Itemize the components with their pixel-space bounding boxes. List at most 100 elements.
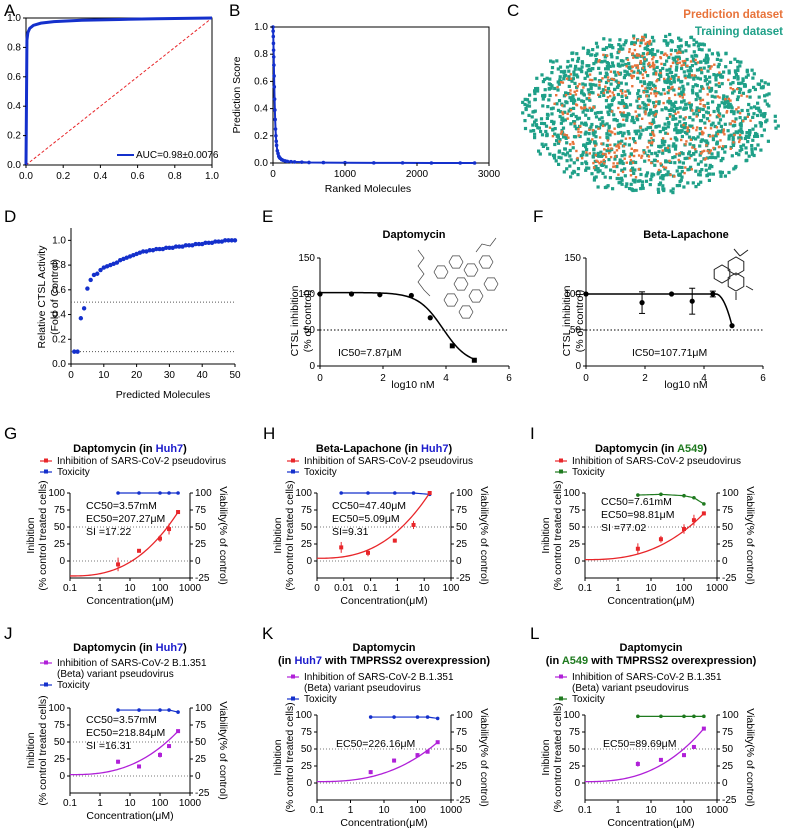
panel-c-prediction-point — [651, 58, 654, 61]
panel-c-prediction-point — [683, 59, 687, 63]
panel-c-training-point — [586, 74, 590, 78]
panel-c-training-point — [698, 119, 703, 123]
panel-c-prediction-point — [641, 117, 644, 120]
panel-c-training-point — [735, 97, 740, 102]
panel-c-training-point — [612, 70, 617, 74]
panel-c-prediction-point — [598, 80, 601, 84]
panel-c-training-point — [654, 151, 658, 155]
panel-c-training-point — [752, 72, 756, 76]
panel-c-training-point — [568, 148, 572, 153]
panel-c-training-point — [665, 59, 669, 63]
panel-c-training-point — [627, 132, 631, 136]
panel-h-ltick-label: 100 — [295, 488, 312, 499]
panel-c-prediction-point — [644, 110, 647, 113]
panel-c-prediction-point — [742, 119, 745, 123]
panel-c-training-point — [699, 180, 703, 184]
panel-c-training-point — [738, 116, 742, 120]
panel-c-training-point — [599, 154, 604, 158]
panel-c-prediction-point — [604, 153, 607, 156]
panel-b-ytick-label: 0.2 — [254, 131, 268, 142]
panel-c-prediction-point — [651, 63, 655, 66]
panel-letter-l: L — [530, 624, 539, 643]
panel-g-ltick-label: 50 — [54, 522, 66, 533]
panel-c-training-point — [591, 154, 595, 158]
panel-i-inhibition-point — [691, 518, 696, 523]
panel-c-prediction-point — [622, 111, 625, 114]
structure-ring — [727, 256, 745, 276]
panel-c-training-point — [723, 150, 727, 154]
panel-c-training-point — [672, 142, 676, 146]
panel-c-training-point — [600, 116, 604, 120]
panel-c-training-point — [595, 45, 600, 49]
panel-c-training-point — [707, 48, 711, 52]
panel-k-title-post: with TMPRSS2 overexpression) — [322, 655, 490, 667]
panel-c-training-point — [746, 108, 750, 113]
panel-c-prediction-point — [624, 137, 628, 140]
panel-c-training-point — [730, 106, 734, 110]
panel-k-toxicity-point — [435, 716, 440, 721]
panel-c-training-point — [540, 142, 544, 146]
panel-h-rtick-label: -25 — [456, 573, 471, 584]
panel-c-prediction-point — [669, 77, 672, 80]
panel-c-training-point — [664, 160, 668, 164]
panel-c-training-point — [569, 158, 573, 162]
panel-c-training-point — [751, 138, 755, 142]
panel-c-prediction-point — [625, 161, 628, 164]
panel-c-prediction-point — [637, 54, 641, 57]
panel-c-prediction-point — [659, 71, 662, 75]
panel-l-title-post: with TMPRSS2 overexpression) — [588, 655, 756, 667]
panel-c-prediction-point — [690, 74, 694, 77]
panel-c-prediction-point — [684, 76, 687, 80]
panel-c-training-point — [709, 88, 714, 92]
panel-c-training-point — [592, 152, 596, 156]
panel-c-training-point — [731, 143, 736, 147]
panel-l-rtick-label: 25 — [722, 761, 734, 772]
panel-c-prediction-point — [650, 136, 653, 140]
panel-c-prediction-point — [694, 58, 697, 62]
panel-c-prediction-point — [579, 106, 583, 109]
panel-c-training-point — [555, 139, 559, 143]
panel-c-training-point — [557, 99, 562, 103]
panel-c-prediction-point — [577, 128, 580, 131]
panel-c-training-point — [610, 103, 614, 107]
panel-c-prediction-point — [560, 130, 564, 133]
panel-g-rtick-label: 0 — [195, 556, 201, 567]
panel-c-prediction-point — [606, 96, 610, 99]
panel-c-prediction-point — [613, 132, 617, 136]
panel-c-prediction-point — [663, 77, 666, 81]
panel-c-prediction-point — [662, 53, 666, 56]
panel-c-training-point — [551, 60, 555, 64]
panel-c-training-point — [721, 97, 725, 101]
panel-c-training-point — [523, 97, 527, 101]
panel-c-prediction-point — [684, 166, 687, 169]
panel-c-training-point — [627, 113, 631, 117]
panel-c-prediction-point — [595, 159, 598, 162]
panel-c-training-point — [611, 187, 615, 191]
panel-j-legend-marker — [44, 660, 48, 665]
panel-c-prediction-point — [607, 129, 611, 133]
panel-c-training-point — [738, 90, 742, 94]
panel-c-prediction-point — [631, 53, 634, 56]
panel-c-training-point — [567, 69, 571, 73]
panel-c-training-point — [573, 81, 577, 85]
panel-c-prediction-point — [569, 73, 572, 76]
panel-i-xlabel: Concentration(μM) — [607, 595, 694, 607]
panel-h-inhibition-point — [411, 522, 416, 527]
panel-c-training-point — [680, 100, 684, 104]
panel-d-point — [222, 238, 228, 243]
panel-c-training-point — [564, 73, 568, 77]
panel-c-prediction-point — [661, 137, 665, 140]
panel-c-training-point — [670, 108, 674, 112]
panel-j-toxicity-point — [137, 708, 141, 712]
panel-c-prediction-point — [617, 81, 620, 84]
panel-c-training-point — [657, 170, 661, 174]
panel-c-training-point — [605, 90, 610, 94]
panel-a-xtick-label: 0.8 — [168, 171, 182, 182]
panel-i-title: Daptomycin (in A549) — [595, 443, 707, 455]
panel-c-training-point — [546, 146, 550, 151]
panel-c-prediction-point — [573, 90, 576, 93]
panel-c-training-point — [694, 169, 698, 173]
panel-c-training-point — [573, 99, 577, 103]
panel-c-prediction-point — [577, 130, 580, 134]
panel-c-prediction-point — [569, 89, 572, 92]
